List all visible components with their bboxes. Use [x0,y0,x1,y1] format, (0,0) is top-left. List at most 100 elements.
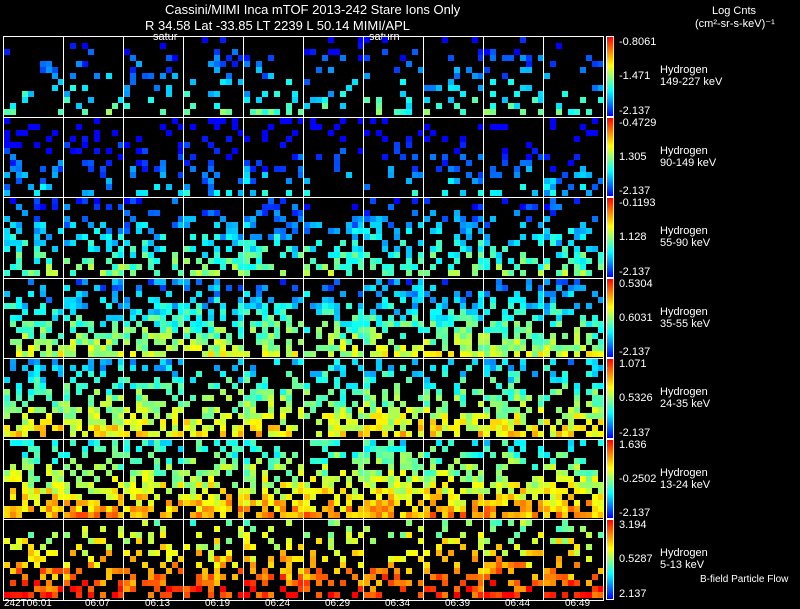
flux-pixel [328,67,334,73]
flux-pixel [424,383,430,389]
flux-pixel [514,165,520,172]
flux-pixel [556,407,562,413]
flux-pixel [436,413,442,419]
flux-pixel [16,258,22,264]
flux-pixel [406,481,412,488]
flux-pixel [130,556,136,562]
flux-pixel [370,505,376,512]
flux-pixel [418,371,423,377]
flux-pixel [292,228,298,234]
flux-pixel [322,505,328,512]
flux-pixel [376,97,382,103]
flux-pixel [172,586,178,592]
flux-pixel [430,511,436,518]
flux-pixel [454,314,460,321]
flux-pixel [334,314,340,321]
flux-pixel [16,171,22,178]
flux-pixel [538,419,543,425]
flux-pixel [154,234,160,240]
flux-pixel [28,350,34,357]
flux-pixel [478,538,483,544]
flux-pixel [76,425,82,431]
flux-pixel [448,55,454,61]
flux-pixel [310,246,316,252]
flux-pixel [268,401,274,407]
flux-pixel [244,475,250,482]
flux-pixel [472,97,478,103]
flux-pixel [550,198,556,204]
flux-pixel [208,326,214,333]
flux-pixel [454,469,460,476]
flux-pixel [394,389,400,395]
flux-pixel [34,320,40,327]
flux-pixel [160,159,166,166]
flux-pixel [220,505,226,512]
flux-pixel [124,431,130,437]
flux-pixel [382,371,388,377]
flux-pixel [214,338,220,345]
flux-pixel [244,240,250,246]
flux-pixel [340,395,346,401]
flux-pixel [322,439,328,446]
flux-pixel [520,55,526,61]
flux-pixel [472,264,478,270]
flux-pixel [100,425,106,431]
flux-pixel [28,419,34,425]
flux-pixel [400,314,406,321]
flux-pixel [172,413,178,419]
flux-pixel [436,493,442,500]
flux-pixel [250,445,256,452]
flux-pixel [94,246,100,252]
flux-pixel [286,326,292,333]
flux-pixel [292,204,298,210]
flux-pixel [520,550,526,556]
flux-pixel [202,544,208,550]
flux-pixel [490,302,496,309]
flux-pixel [136,505,142,512]
flux-pixel [316,431,322,437]
flux-pixel [10,431,16,437]
flux-pixel [466,228,472,234]
flux-pixel [208,350,214,357]
flux-pixel [22,129,28,136]
flux-pixel [592,344,598,351]
species-label: Hydrogen [660,466,708,479]
flux-pixel [472,586,478,592]
flux-pixel [508,296,514,303]
flux-pixel [250,234,256,240]
flux-pixel [442,338,448,345]
flux-pixel [268,344,274,351]
flux-pixel [298,413,303,419]
flux-pixel [100,344,106,351]
flux-pixel [454,586,460,592]
flux-pixel [478,487,483,494]
flux-pixel [64,419,70,425]
flux-pixel [298,383,303,389]
flux-pixel [166,568,172,574]
flux-pixel [142,562,148,568]
flux-pixel [118,365,123,371]
flux-pixel [442,487,448,494]
flux-pixel [106,240,112,246]
flux-pixel [496,407,502,413]
flux-pixel [316,344,322,351]
flux-pixel [94,147,100,154]
flux-pixel [88,189,94,196]
flux-pixel [100,580,106,586]
flux-pixel [106,407,112,413]
flux-pixel [106,302,112,309]
flux-pixel [544,204,550,210]
flux-pixel [274,326,280,333]
flux-pixel [556,487,562,494]
flux-pixel [178,123,183,130]
flux-pixel [202,425,208,431]
flux-pixel [532,538,538,544]
flux-pixel [208,189,214,196]
flux-pixel [580,165,586,172]
flux-pixel [202,407,208,413]
flux-pixel [532,574,538,580]
flux-pixel [364,574,370,580]
flux-pixel [424,270,430,276]
flux-pixel [160,439,166,446]
flux-pixel [538,451,543,458]
